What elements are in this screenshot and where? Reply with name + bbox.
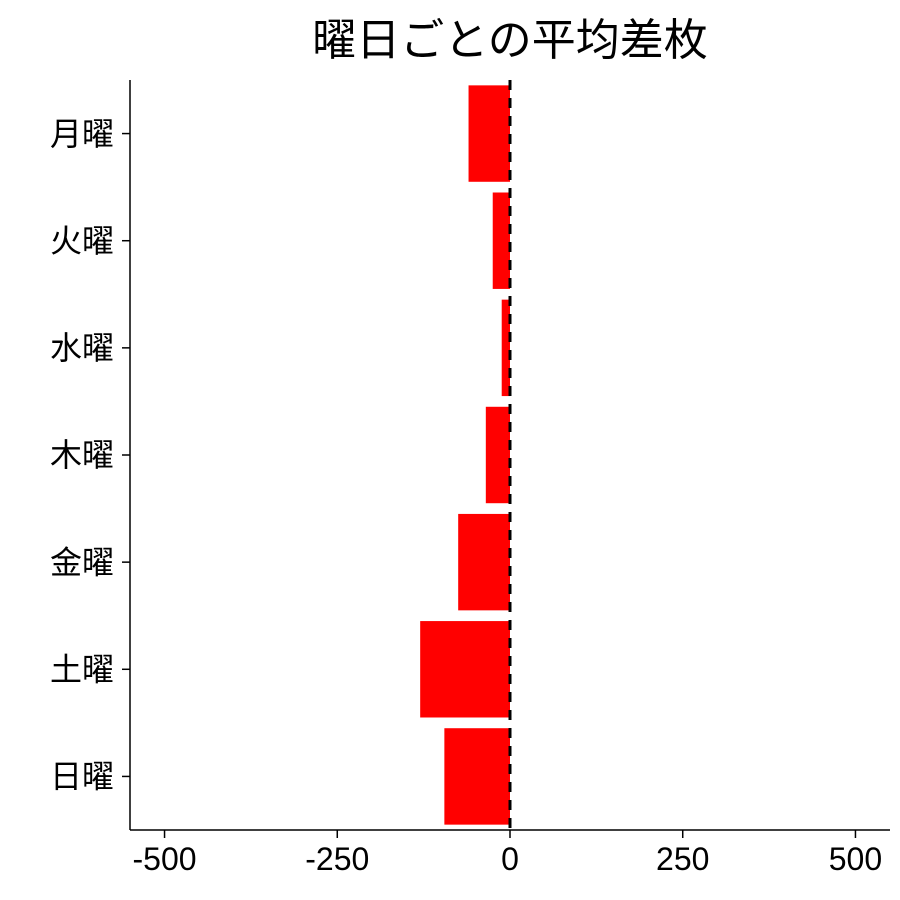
bar [469,85,510,181]
x-tick-label: 250 [656,841,709,877]
x-tick-label: -500 [133,841,197,877]
x-tick-label: 500 [829,841,882,877]
y-axis: 月曜火曜水曜木曜金曜土曜日曜 [50,80,130,830]
chart-svg: 曜日ごとの平均差枚 月曜火曜水曜木曜金曜土曜日曜 -500 -250 0 250 500 [0,0,900,900]
y-tick-label: 月曜 [50,116,114,152]
y-tick-label: 火曜 [50,223,114,259]
y-tick-label: 土曜 [50,651,114,687]
bar [420,621,510,717]
bar [493,193,510,289]
y-tick-label: 水曜 [50,330,114,366]
x-tick-label: -250 [305,841,369,877]
chart-container: 曜日ごとの平均差枚 月曜火曜水曜木曜金曜土曜日曜 -500 -250 0 250 500 [0,0,900,900]
bar [444,728,510,824]
bars-group [420,85,510,824]
x-tick-label: 0 [501,841,519,877]
y-tick-label: 日曜 [50,759,114,795]
x-axis: -500 -250 0 250 500 [130,830,890,877]
y-tick-label: 木曜 [50,437,114,473]
y-tick-label: 金曜 [50,544,114,580]
bar [486,407,510,503]
bar [458,514,510,610]
chart-title: 曜日ごとの平均差枚 [312,16,708,65]
